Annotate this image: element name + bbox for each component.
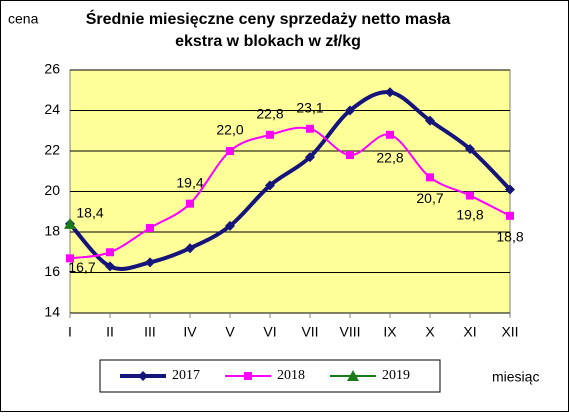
marker: [426, 173, 434, 182]
marker: [105, 261, 115, 272]
data-label: 18,4: [76, 205, 103, 221]
y-tick-label: 26: [44, 61, 60, 77]
y-tick-label: 18: [44, 223, 60, 239]
y-tick-label: 20: [44, 182, 60, 198]
data-label: 22,8: [256, 106, 283, 122]
marker: [306, 124, 314, 133]
chart-title: ekstra w blokach w zł/kg: [175, 33, 361, 50]
marker: [226, 147, 234, 155]
marker: [346, 151, 354, 160]
x-tick-label: VI: [263, 324, 276, 340]
data-label: 19,4: [176, 174, 203, 190]
x-axis-label: miesiąc: [492, 369, 539, 385]
marker: [385, 87, 395, 98]
x-tick-label: VII: [301, 324, 318, 340]
marker: [386, 130, 394, 139]
marker: [466, 191, 474, 200]
marker: [266, 130, 274, 139]
marker: [506, 211, 514, 220]
marker: [305, 152, 315, 163]
y-tick-label: 14: [44, 304, 60, 320]
marker: [64, 217, 76, 229]
marker: [186, 199, 194, 208]
legend-marker: [347, 370, 359, 381]
x-tick-label: XII: [501, 324, 518, 340]
data-label: 23,1: [296, 99, 323, 115]
marker: [185, 243, 195, 254]
x-tick-label: II: [106, 324, 114, 340]
y-tick-label: 24: [44, 101, 60, 117]
marker: [505, 184, 515, 195]
y-tick-label: 22: [44, 142, 60, 158]
marker: [66, 254, 74, 263]
y-tick-label: 16: [44, 263, 60, 279]
chart-title: Średnie miesięczne ceny sprzedaży netto …: [86, 9, 451, 28]
marker: [146, 223, 154, 232]
data-label: 22,0: [216, 122, 243, 138]
data-label: 20,7: [416, 190, 443, 206]
x-tick-label: V: [225, 324, 235, 340]
x-tick-label: IX: [383, 324, 397, 340]
legend-label: 2019: [382, 368, 410, 383]
marker: [145, 257, 155, 268]
y-axis-label: cena: [8, 11, 39, 27]
legend-marker: [244, 372, 252, 380]
marker: [345, 105, 355, 116]
data-label: 22,8: [376, 150, 403, 166]
data-label: 16,7: [68, 259, 95, 275]
marker: [465, 143, 475, 154]
x-tick-label: X: [425, 324, 435, 340]
x-tick-label: VIII: [339, 324, 360, 340]
legend-marker: [138, 371, 148, 381]
marker: [265, 180, 275, 191]
marker: [225, 220, 235, 231]
marker: [425, 115, 435, 126]
data-label: 18,8: [496, 229, 523, 245]
legend-label: 2017: [172, 368, 200, 383]
x-tick-label: III: [144, 324, 156, 340]
data-label: 19,8: [456, 206, 483, 222]
x-tick-label: IV: [183, 324, 197, 340]
x-tick-label: XI: [463, 324, 476, 340]
legend-label: 2018: [277, 368, 305, 383]
marker: [106, 248, 114, 257]
x-tick-label: I: [68, 324, 72, 340]
